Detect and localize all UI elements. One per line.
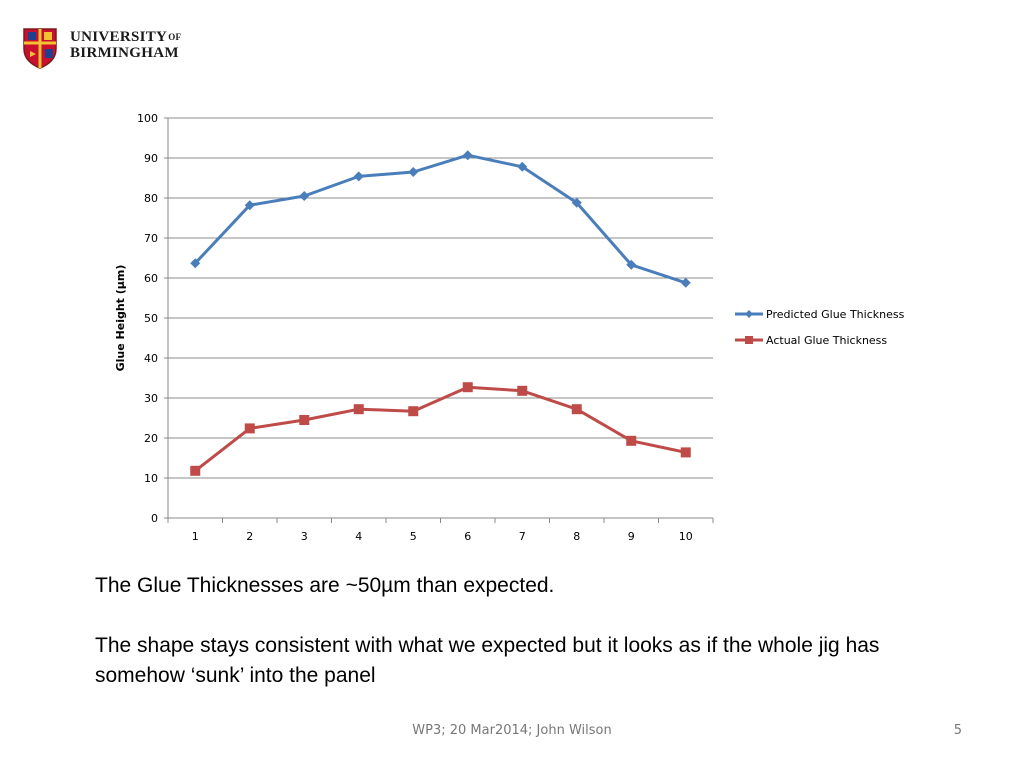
x-tick-label: 10 (679, 530, 693, 543)
y-tick-label: 50 (144, 312, 158, 325)
page-number: 5 (953, 723, 962, 738)
chart-container: 0 10 20 30 40 50 60 70 80 90 100 1 2 3 4 5 6 7 8 9 10 Glue He… (100, 100, 940, 560)
data-point-actual (353, 404, 364, 415)
x-tick-label: 4 (355, 530, 362, 543)
x-tick-label: 2 (246, 530, 253, 543)
data-point-actual (571, 404, 582, 415)
slide-body: The Glue Thicknesses are ~50µm than expe… (95, 571, 955, 691)
y-tick-label: 90 (144, 152, 158, 165)
logo-line1: UNIVERSITY (70, 29, 168, 45)
legend-label: Predicted Glue Thickness (766, 308, 905, 321)
y-tick-label: 70 (144, 232, 158, 245)
y-tick-label: 30 (144, 392, 158, 405)
university-logo: UNIVERSITYOF BIRMINGHAM (22, 27, 202, 69)
data-point-predicted (517, 161, 528, 172)
data-point-predicted (462, 150, 473, 161)
x-tick-label: 6 (464, 530, 471, 543)
data-point-actual (626, 435, 637, 446)
x-tick-label: 8 (573, 530, 580, 543)
y-tick-label: 60 (144, 272, 158, 285)
x-tick-label: 1 (192, 530, 199, 543)
series-line-2 (194, 385, 687, 472)
data-point-predicted (299, 191, 310, 201)
logo-wordmark: UNIVERSITYOF BIRMINGHAM (70, 29, 181, 61)
y-tick-label: 0 (151, 512, 158, 525)
x-tick-label: 7 (519, 530, 526, 543)
line-chart: 0 10 20 30 40 50 60 70 80 90 100 1 2 3 4 5 6 7 8 9 10 Glue He… (114, 112, 905, 543)
legend-marker-diamond (745, 310, 753, 318)
data-point-actual (680, 447, 691, 458)
logo-of: OF (168, 32, 182, 42)
x-tick-label: 3 (301, 530, 308, 543)
data-point-predicted (353, 171, 364, 182)
footer-text: WP3; 20 Mar2014; John Wilson (412, 723, 612, 738)
data-point-predicted (571, 197, 582, 208)
data-point-predicted (408, 167, 419, 177)
data-point-actual (517, 385, 528, 396)
legend-label: Actual Glue Thickness (766, 334, 887, 347)
data-point-predicted (244, 200, 255, 211)
legend-marker-square (745, 336, 753, 344)
series-line-1 (194, 153, 687, 285)
data-point-actual (408, 406, 419, 417)
x-tick-label: 9 (628, 530, 635, 543)
data-point-predicted (680, 277, 691, 288)
data-point-predicted (626, 259, 637, 270)
body-line-1: The Glue Thicknesses are ~50µm than expe… (95, 574, 555, 597)
data-point-actual (462, 382, 473, 393)
body-line-2: The shape stays consistent with what we … (95, 634, 880, 687)
data-point-actual (299, 415, 310, 425)
logo-line2: BIRMINGHAM (70, 45, 179, 61)
y-tick-label: 80 (144, 192, 158, 205)
data-point-actual (190, 465, 201, 476)
x-tick-label: 5 (410, 530, 417, 543)
y-tick-label: 10 (144, 472, 158, 485)
data-point-actual (244, 423, 255, 434)
y-tick-label: 20 (144, 432, 158, 445)
crest-icon (23, 28, 57, 69)
y-axis-label: Glue Height (µm) (114, 265, 127, 372)
y-tick-label: 40 (144, 352, 158, 365)
y-tick-label: 100 (137, 112, 158, 125)
data-point-predicted (190, 258, 201, 269)
